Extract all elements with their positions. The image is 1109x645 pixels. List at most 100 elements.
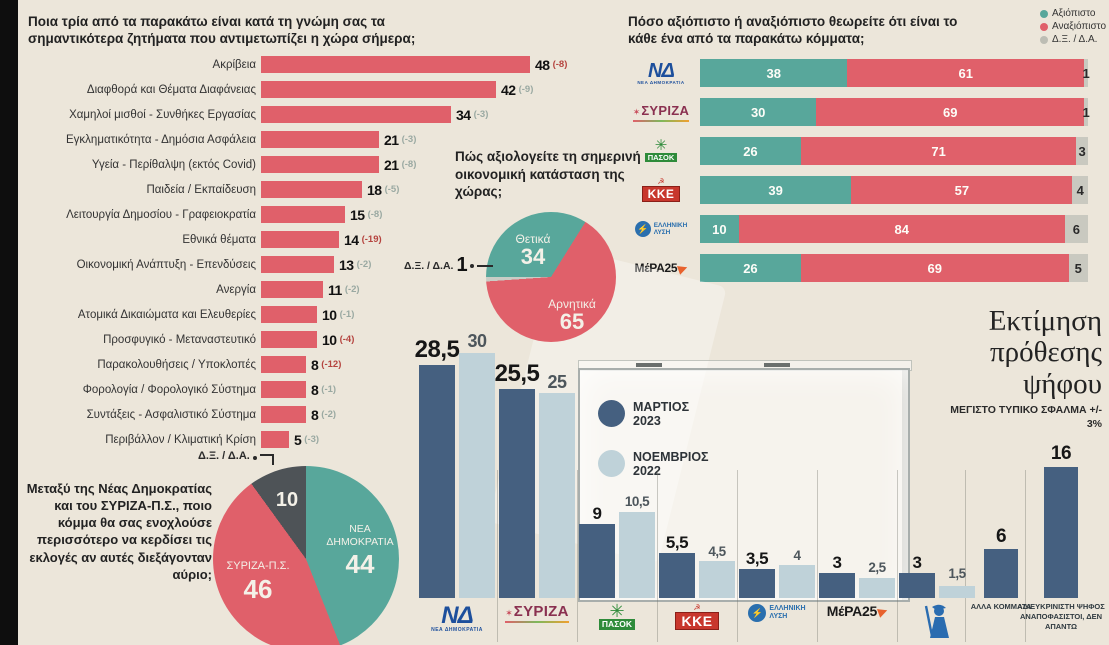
group-separator <box>497 470 498 642</box>
issue-change: (-2) <box>321 409 337 420</box>
issue-value: 8 <box>311 381 319 398</box>
elliniki-lysi-wordmark: ΕΛΛΗΝΙΚΗ ΛΥΣΗ <box>654 222 688 237</box>
issue-bar <box>261 356 306 373</box>
distrust-value: 71 <box>931 143 946 159</box>
trust-segment: 10 <box>700 215 739 243</box>
bar-ellines-november <box>939 586 975 598</box>
issue-label: Οικονομική Ανάπτυξη - Επενδύσεις <box>76 258 256 271</box>
bird-icon: ▶ <box>676 259 690 277</box>
sun-icon: ✳ <box>654 136 668 154</box>
issue-row: Χαμηλοί μισθοί - Συνθήκες Εργασίας 34 (-… <box>24 102 567 127</box>
issue-row: Οικονομική Ανάπτυξη - Επενδύσεις 13 (-2) <box>24 252 567 277</box>
issue-bar <box>261 306 317 323</box>
legend-item-dk: Δ.Ξ. / Δ.Α. <box>1040 34 1106 45</box>
value-undecided: 16 <box>1050 443 1072 464</box>
issue-bar <box>261 56 530 73</box>
bar-other-parties <box>984 549 1018 598</box>
legend-label: Δ.Ξ. / Δ.Α. <box>1052 34 1098 45</box>
issues-chart: Ακρίβεια 48 (-8) Διαφθορά και Θέματα Δια… <box>24 52 567 452</box>
leader-dot-icon <box>469 263 474 268</box>
syriza-wordmark: ΣΥΡΙΖΑ <box>641 102 690 118</box>
nd-monogram: ΝΔ <box>441 602 473 629</box>
issue-bar <box>261 256 334 273</box>
ballot-slot-icon <box>764 363 790 367</box>
star-icon: ✶ <box>505 608 513 618</box>
trust-segment: 26 <box>700 137 801 165</box>
group-separator <box>1025 470 1026 642</box>
value-mera25-november: 2,5 <box>868 560 886 575</box>
distrust-value: 69 <box>943 104 958 120</box>
trust-segment: 38 <box>700 59 848 87</box>
bar-syriza-november <box>539 393 575 598</box>
issue-bar <box>261 106 451 123</box>
trust-segment: 39 <box>700 176 852 204</box>
bar-undecided <box>1044 467 1078 598</box>
issue-row: Λειτουργία Δημοσίου - Γραφειοκρατία 15 (… <box>24 202 567 227</box>
nd-caption: ΝΕΑ ΔΗΜΟΚΡΑΤΙΑ <box>431 627 483 633</box>
group-separator <box>817 470 818 642</box>
distrust-segment: 69 <box>816 98 1085 126</box>
bar-nd-november <box>459 353 495 598</box>
pasok-wordmark: ΠΑΣΟΚ <box>644 152 678 163</box>
distrust-value: 84 <box>894 221 909 237</box>
issue-label: Διαφθορά και Θέματα Διαφάνειας <box>86 83 256 96</box>
issue-change: (-4) <box>339 334 355 345</box>
issue-label: Εθνικά θέματα <box>182 233 256 246</box>
value-syriza-november: 25 <box>547 372 567 392</box>
legend-label: ΝΟΕΜΒΡΙΟΣ 2022 <box>633 450 709 479</box>
legend-label: ΜΑΡΤΙΟΣ 2023 <box>633 400 690 429</box>
issue-value: 48 <box>535 56 550 73</box>
kke-wordmark: ΚΚΕ <box>675 612 719 630</box>
issue-change: (-1) <box>321 384 337 395</box>
bar-elliniki-lysi-november <box>779 565 815 598</box>
elliniki-lysi-line1: ΕΛΛΗΝΙΚΗ <box>769 604 806 612</box>
issue-label: Εγκληματικότητα - Δημόσια Ασφάλεια <box>66 133 256 146</box>
value-kke-november: 4,5 <box>708 544 726 559</box>
stacked-bar: 38 61 1 <box>700 59 1090 87</box>
syriza-wordmark: ΣΥΡΙΖΑ <box>513 603 569 620</box>
distrust-value: 61 <box>958 65 973 81</box>
issue-label: Ανεργία <box>216 283 256 296</box>
trust-segment: 26 <box>700 254 801 282</box>
kke-wordmark: ΚΚΕ <box>641 186 681 202</box>
value-pasok-march: 9 <box>592 504 602 523</box>
bar-ellines-march <box>899 573 935 598</box>
issue-change: (-5) <box>384 184 400 195</box>
pasok-axis-logo: ✳ ΠΑΣΟΚ <box>572 601 662 630</box>
issue-value: 8 <box>311 356 319 373</box>
ballot-slot-icon <box>636 363 662 367</box>
issue-change: (-19) <box>361 234 382 245</box>
value-ellines-march: 3 <box>912 553 922 572</box>
economy-positive-value: 34 <box>520 244 546 269</box>
elliniki-lysi-line1: ΕΛΛΗΝΙΚΗ <box>653 221 688 229</box>
group-separator <box>577 470 578 642</box>
value-syriza-march: 25,5 <box>494 360 540 387</box>
issue-value: 5 <box>294 431 302 448</box>
issue-change: (-2) <box>356 259 372 270</box>
trust-row-nd: ΝΔ ΝΕΑ ΔΗΜΟΚΡΑΤΙΑ 38 61 1 <box>622 58 1090 88</box>
stacked-bar: 26 71 3 <box>700 137 1088 165</box>
issue-change: (-3) <box>401 134 417 145</box>
economy-dk-value: 1 <box>456 254 467 276</box>
bother-pie <box>213 466 399 645</box>
ellines-axis-logo <box>892 604 982 640</box>
issue-bar <box>261 181 362 198</box>
lightning-icon: ⚡ <box>634 221 651 237</box>
bother-dk-value: 10 <box>275 489 299 511</box>
elliniki-lysi-line2: ΛΥΣΗ <box>653 229 671 236</box>
issue-row: Ακρίβεια 48 (-8) <box>24 52 567 77</box>
teal-dot-icon <box>1040 9 1048 18</box>
bar-pasok-november <box>619 512 655 598</box>
trust-row-elliniki-lysi: ⚡ ΕΛΛΗΝΙΚΗ ΛΥΣΗ 10 84 6 <box>622 214 1088 244</box>
sun-icon: ✳ <box>609 601 625 621</box>
economy-positive-label: Θετικά <box>515 232 551 246</box>
trust-value: 39 <box>768 182 783 198</box>
elliniki-lysi-axis-logo: ⚡ ΕΛΛΗΝΙΚΗ ΛΥΣΗ <box>732 604 822 622</box>
lightning-icon: ⚡ <box>748 604 767 622</box>
economy-pie-title: Πώς αξιολογείτε τη σημερινή οικονομική κ… <box>455 149 641 200</box>
nd-caption: ΝΕΑ ΔΗΜΟΚΡΑΤΙΑ <box>637 79 685 85</box>
value-elliniki-lysi-november: 4 <box>793 548 801 563</box>
intention-chart-subtitle: ΜΕΓΙΣΤΟ ΤΥΠΙΚΟ ΣΦΑΛΜΑ +/- 3% <box>950 404 1102 430</box>
pasok-wordmark: ΠΑΣΟΚ <box>598 619 636 630</box>
